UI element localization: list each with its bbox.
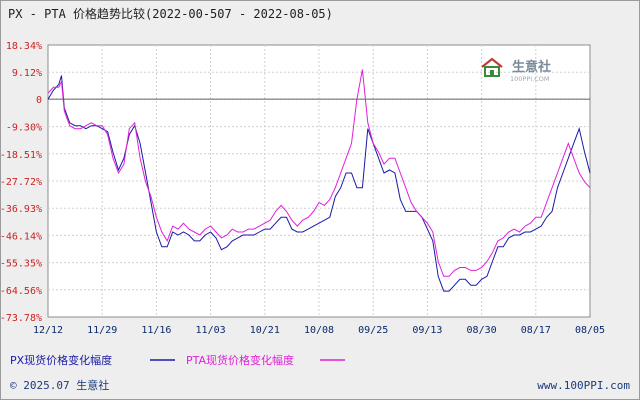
y-tick-label: -27.72% [0, 177, 42, 188]
y-tick-label: -18.51% [0, 150, 42, 161]
x-tick-label: 10/08 [304, 325, 334, 336]
x-tick-label: 12/12 [33, 325, 63, 336]
x-tick-label: 09/13 [412, 325, 442, 336]
chart-title: PX - PTA 价格趋势比较(2022-00-507 - 2022-08-05… [8, 6, 333, 21]
x-tick-label: 08/05 [575, 325, 605, 336]
x-tick-label: 08/17 [521, 325, 551, 336]
logo-text-en: 100PPI.COM [510, 75, 550, 83]
y-tick-label: 9.12% [12, 68, 42, 79]
legend: PX现货价格变化幅度 PTA现货价格变化幅度 [10, 353, 345, 367]
grid-lines [48, 45, 590, 317]
series-layer [47, 69, 591, 292]
x-tick-label: 11/03 [196, 325, 226, 336]
y-axis-ticks: 18.34% 9.12% 0 -9.30% -18.51% -27.72% -36.93% -… [0, 41, 42, 324]
x-tick-label: 10/21 [250, 325, 280, 336]
house-icon [481, 57, 503, 77]
series-line-px [47, 75, 591, 292]
footer-copyright: © 2025.07 生意社 [10, 378, 109, 392]
legend-label-px: PX现货价格变化幅度 [10, 353, 112, 367]
logo-text-cn: 生意社 [512, 59, 551, 75]
x-axis-ticks: 12/12 11/29 11/16 11/03 10/21 10/08 09/25 09/13… [33, 325, 605, 336]
series-line-pta [47, 69, 591, 277]
y-tick-label: -9.30% [6, 123, 42, 134]
y-tick-label: -73.78% [0, 313, 42, 324]
x-tick-label: 11/29 [87, 325, 117, 336]
y-tick-label: -46.14% [0, 231, 42, 242]
y-tick-label: -55.35% [0, 259, 42, 270]
y-tick-label: -64.56% [0, 286, 42, 297]
y-tick-label: 18.34% [6, 41, 42, 52]
x-tick-label: 08/30 [467, 325, 497, 336]
y-tick-label: -36.93% [0, 204, 42, 215]
x-tick-label: 11/16 [141, 325, 171, 336]
site-logo: 生意社 100PPI.COM [481, 57, 551, 83]
x-tick-label: 09/25 [358, 325, 388, 336]
y-tick-label: 0 [36, 95, 42, 106]
legend-label-pta: PTA现货价格变化幅度 [186, 353, 294, 367]
footer-site: www.100PPI.com [537, 379, 630, 392]
